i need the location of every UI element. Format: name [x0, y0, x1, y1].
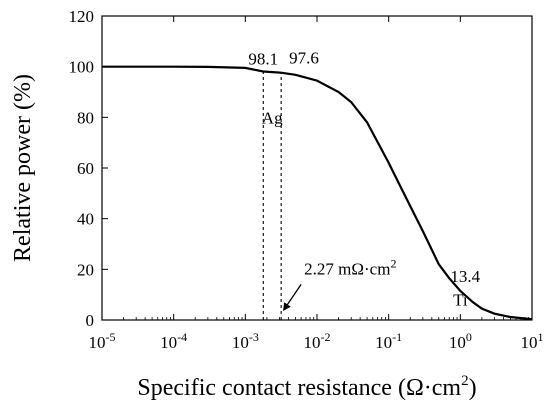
- x-tick-label: 101: [521, 330, 544, 352]
- annotation-98-1: 98.1: [248, 49, 278, 68]
- annotation-13-4: 13.4: [450, 267, 480, 286]
- x-tick-label: 10-2: [304, 330, 331, 352]
- x-tick-label: 10-1: [375, 330, 402, 352]
- annotation-ti: Ti: [453, 291, 468, 310]
- y-tick-label: 80: [77, 108, 94, 127]
- reference-vertical-lines: [262, 71, 282, 320]
- x-axis-tick-labels: 10-5 10-4 10-3 10-2 10-1 100 101: [89, 330, 544, 352]
- y-tick-label: 120: [69, 7, 95, 26]
- y-axis-tick-labels: 0 20 40 60 80 100 120: [69, 7, 95, 330]
- y-tick-label: 0: [86, 311, 95, 330]
- annotation-ag: Ag: [262, 108, 283, 127]
- y-axis-title: Relative power (%): [10, 74, 36, 262]
- y-tick-label: 40: [77, 210, 94, 229]
- annotation-contact-resistance: 2.27 mΩ·cm2: [304, 256, 396, 278]
- y-axis-ticks: [102, 15, 108, 321]
- x-tick-label: 10-4: [160, 330, 187, 352]
- x-tick-label: 10-3: [232, 330, 259, 352]
- x-tick-label: 100: [449, 330, 472, 352]
- contact-resistance-arrow: [283, 284, 302, 312]
- series-line: [102, 65, 533, 321]
- annotation-97-6: 97.6: [289, 49, 319, 68]
- x-axis-title: Specific contact resistance (Ω·cm2): [137, 373, 476, 401]
- x-tick-label: 10-5: [89, 330, 116, 352]
- y-tick-label: 20: [77, 260, 94, 279]
- y-tick-label: 100: [69, 58, 95, 77]
- y-tick-label: 60: [77, 159, 94, 178]
